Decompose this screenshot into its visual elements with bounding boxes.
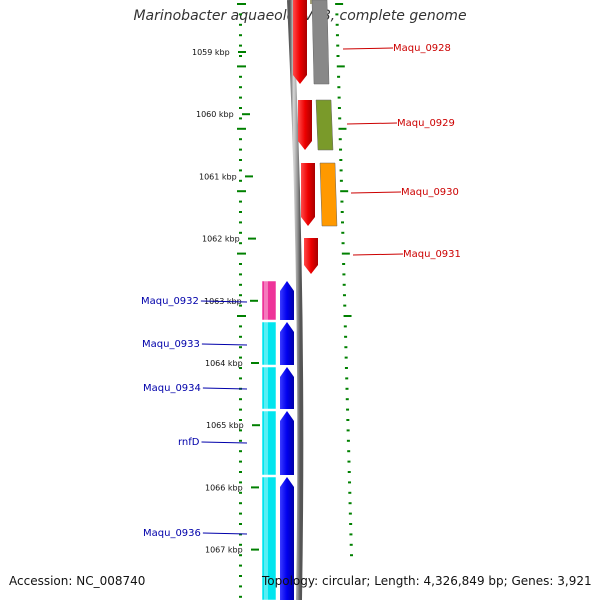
cds-block: [311, 0, 330, 85]
gene-label[interactable]: Maqu_0933: [142, 339, 200, 350]
gene-arrow-reverse: [280, 411, 294, 475]
kbp-label: 1059 kbp: [192, 48, 230, 57]
gene-label-line: [201, 441, 248, 444]
gene-label[interactable]: rnfD: [178, 437, 200, 448]
gene-label-line: [202, 387, 248, 390]
gene-label-line: [352, 253, 404, 256]
gene-arrow-forward: [301, 163, 315, 226]
accession-text: Accession: NC_008740: [9, 574, 146, 588]
kbp-label: 1065 kbp: [206, 421, 244, 430]
cds-block: [261, 321, 277, 366]
reverse-genes: Maqu_0932 Maqu_0933 Maqu_0934 rnfD Maqu_0936: [141, 280, 294, 600]
kbp-label: 1062 kbp: [202, 235, 240, 244]
cds-highlight: [264, 322, 268, 365]
gene-arrow-forward: [298, 100, 312, 150]
gene-arrow-forward: [304, 238, 318, 274]
cds-block: [319, 162, 338, 227]
cds-block: [261, 366, 277, 410]
gene-label[interactable]: Maqu_0931: [403, 249, 461, 260]
gene-label-line: [346, 122, 398, 125]
gene-arrow-reverse: [280, 322, 294, 365]
gene-arrow-reverse: [280, 367, 294, 409]
gene-label[interactable]: Maqu_0930: [401, 187, 459, 198]
genome-summary-text: Topology: circular; Length: 4,326,849 bp…: [262, 574, 592, 588]
cds-block: [261, 476, 277, 600]
cds-block: [261, 410, 277, 476]
gene-label-line: [200, 300, 248, 303]
gene-label[interactable]: Maqu_0932: [141, 296, 199, 307]
gene-label[interactable]: Maqu_0934: [143, 383, 201, 394]
kbp-label: 1064 kbp: [205, 359, 243, 368]
genome-backbone: [287, 0, 304, 600]
gene-label-line: [201, 343, 248, 346]
gene-label-line: [342, 47, 394, 50]
inner-tick-track: [335, 3, 353, 557]
gene-arrow-reverse: [280, 281, 294, 320]
gene-label-line: [350, 191, 402, 194]
cds-highlight: [264, 367, 268, 409]
gene-label[interactable]: Maqu_0928: [393, 43, 451, 54]
kbp-label: 1067 kbp: [205, 546, 243, 555]
gene-label[interactable]: Maqu_0936: [143, 528, 201, 539]
cds-block: [315, 99, 334, 151]
gene-arrow-forward: [293, 0, 307, 84]
gene-label[interactable]: Maqu_0929: [397, 118, 455, 129]
cds-highlight: [264, 281, 268, 320]
cds-block: [261, 280, 277, 321]
gene-arrow-reverse: [280, 477, 294, 600]
cds-highlight: [264, 477, 268, 600]
kbp-label: 1061 kbp: [199, 172, 237, 181]
kbp-label: 1060 kbp: [196, 110, 234, 119]
forward-genes: Maqu_0928 Maqu_0929 Maqu_0930 Maqu_0931: [293, 0, 461, 274]
kbp-label: 1066 kbp: [205, 483, 243, 492]
gene-label-line: [202, 532, 248, 535]
cds-highlight: [264, 411, 268, 475]
